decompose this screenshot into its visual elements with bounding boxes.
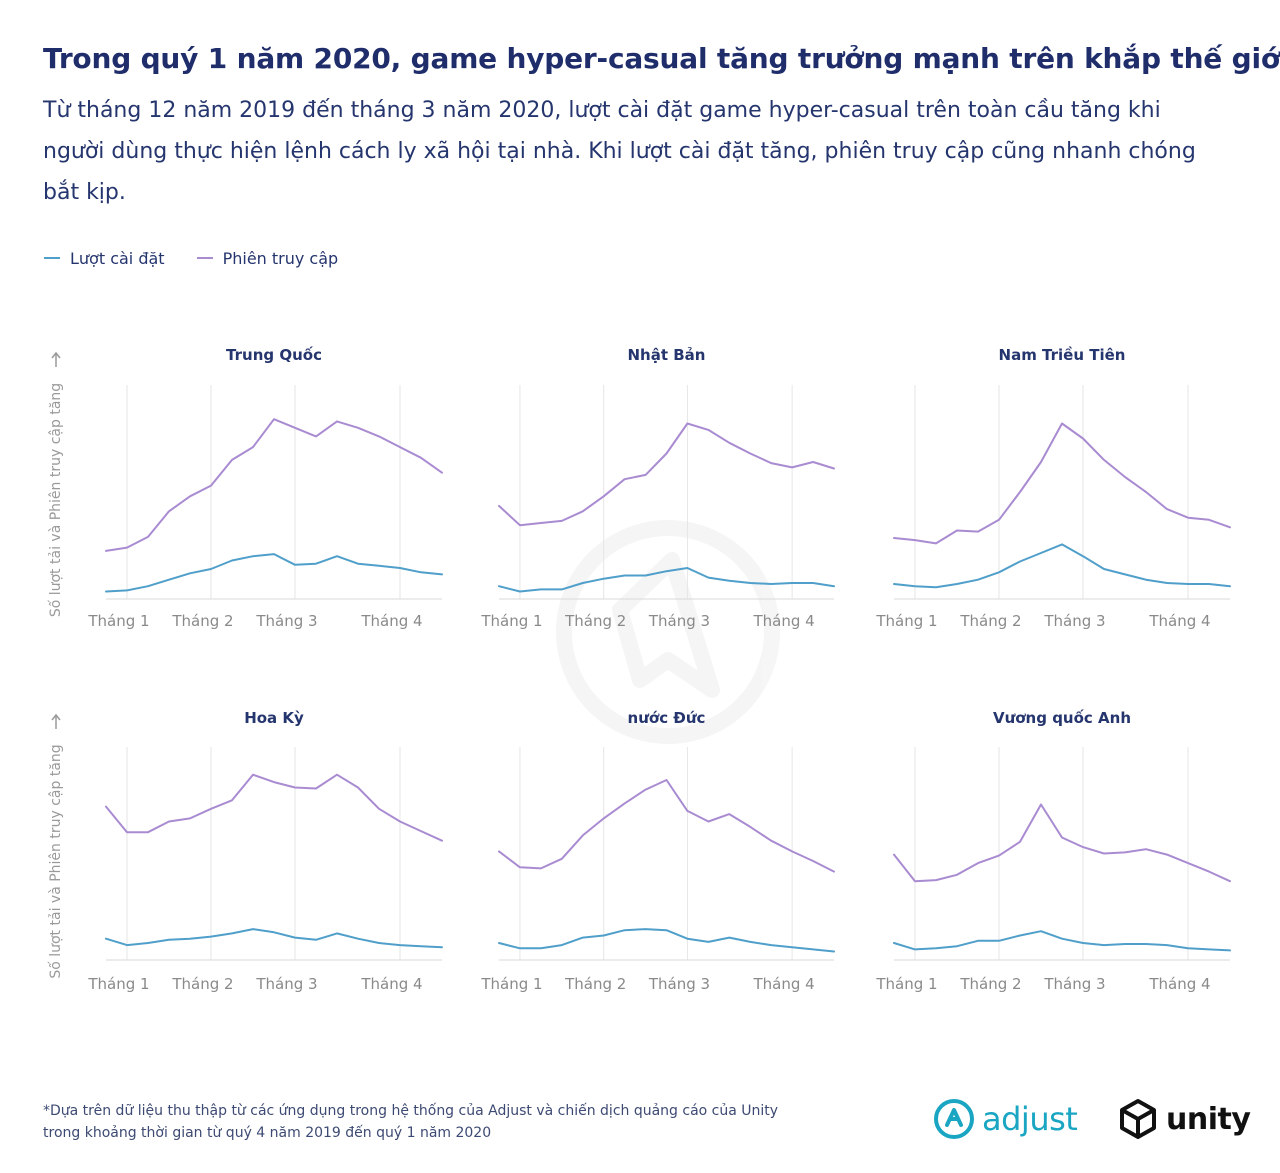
chart-3-title: Nam Triều Tiên [999,345,1126,364]
legend-swatch-sessions [196,257,213,259]
chart-6-installs-line [893,930,1231,952]
chart-1-installs-line [105,553,443,593]
legend-item-installs: Lượt cài đặt [44,249,165,268]
chart-3-tick-label-1: Tháng 1 [875,612,937,630]
unity-logo: unity [1116,1096,1251,1142]
legend-label-sessions: Phiên truy cập [222,248,339,268]
chart-3-installs-line [893,543,1231,589]
adjust-logo-icon [934,1099,974,1139]
chart-1-tick-label-4: Tháng 4 [360,612,422,630]
footnote: *Dựa trên dữ liệu thu thập từ các ứng dụ… [43,1100,843,1144]
chart-2-tick-label-2: Tháng 2 [564,612,626,630]
chart-6-title: Vương quốc Anh [993,708,1131,727]
chart-1-tick-label-2: Tháng 2 [171,612,233,630]
chart-4-installs-line [105,928,443,949]
chart-3-tick-label-2: Tháng 2 [959,612,1021,630]
chart-4-title: Hoa Kỳ [244,709,304,727]
chart-4-tick-label-3: Tháng 3 [255,975,317,993]
chart-1-tick-label-3: Tháng 3 [255,612,317,630]
chart-4-tick-label-2: Tháng 2 [171,975,233,993]
chart-5-tick-label-4: Tháng 4 [753,975,815,993]
unity-logo-icon [1120,1099,1156,1139]
legend-item-sessions: Phiên truy cập [196,248,339,268]
page-title: Trong quý 1 năm 2020, game hyper-casual … [43,42,1280,75]
chart-3-tick-label-4: Tháng 4 [1148,612,1210,630]
chart-5-installs-line [498,928,835,953]
chart-5-title: nước Đức [628,709,706,727]
chart-6-tick-label-1: Tháng 1 [875,975,937,993]
chart-4-tick-label-4: Tháng 4 [360,975,422,993]
legend: Lượt cài đặt Phiên truy cập [44,246,370,270]
chart-1-y-axis-label: Số lượt tải và Phiên truy cập tăng [47,383,64,617]
adjust-logo-text: adjust [982,1100,1078,1138]
chart-3-tick-label-3: Tháng 3 [1043,612,1105,630]
chart-2-sessions-line [498,422,835,527]
adjust-logo: adjust [932,1096,1078,1142]
unity-logo-text: unity [1166,1101,1251,1137]
watermark-logo [556,520,780,744]
chart-2-tick-label-3: Tháng 3 [648,612,710,630]
chart-1-y-axis-arrow-icon [51,351,61,367]
chart-6-tick-label-3: Tháng 3 [1043,975,1105,993]
footnote-line-2: trong khoảng thời gian từ quý 4 năm 2019… [43,1125,492,1141]
chart-2-tick-label-4: Tháng 4 [753,612,815,630]
chart-5-tick-label-3: Tháng 3 [648,975,710,993]
chart-6-tick-label-4: Tháng 4 [1148,975,1210,993]
chart-4-sessions-line [105,773,443,842]
chart-6-tick-label-2: Tháng 2 [959,975,1021,993]
chart-2-installs-line [498,567,835,593]
chart-1-tick-label-1: Tháng 1 [87,612,149,630]
page-subtitle: Từ tháng 12 năm 2019 đến tháng 3 năm 202… [43,98,1196,205]
footnote-line-1: *Dựa trên dữ liệu thu thập từ các ứng dụ… [43,1103,779,1119]
chart-6-sessions-line [893,803,1231,883]
legend-swatch-installs [44,257,60,259]
chart-5-sessions-line [498,779,835,873]
chart-1-title: Trung Quốc [226,345,322,364]
chart-1-sessions-line [105,418,443,552]
chart-2-title: Nhật Bản [628,346,706,364]
chart-4-y-axis-arrow-icon [51,713,61,729]
chart-2-tick-label-1: Tháng 1 [480,612,542,630]
chart-5-tick-label-1: Tháng 1 [480,975,542,993]
chart-4-tick-label-1: Tháng 1 [87,975,149,993]
chart-3-sessions-line [893,422,1231,545]
chart-4-y-axis-label: Số lượt tải và Phiên truy cập tăng [47,744,64,978]
chart-5-tick-label-2: Tháng 2 [564,975,626,993]
legend-label-installs: Lượt cài đặt [70,248,165,268]
